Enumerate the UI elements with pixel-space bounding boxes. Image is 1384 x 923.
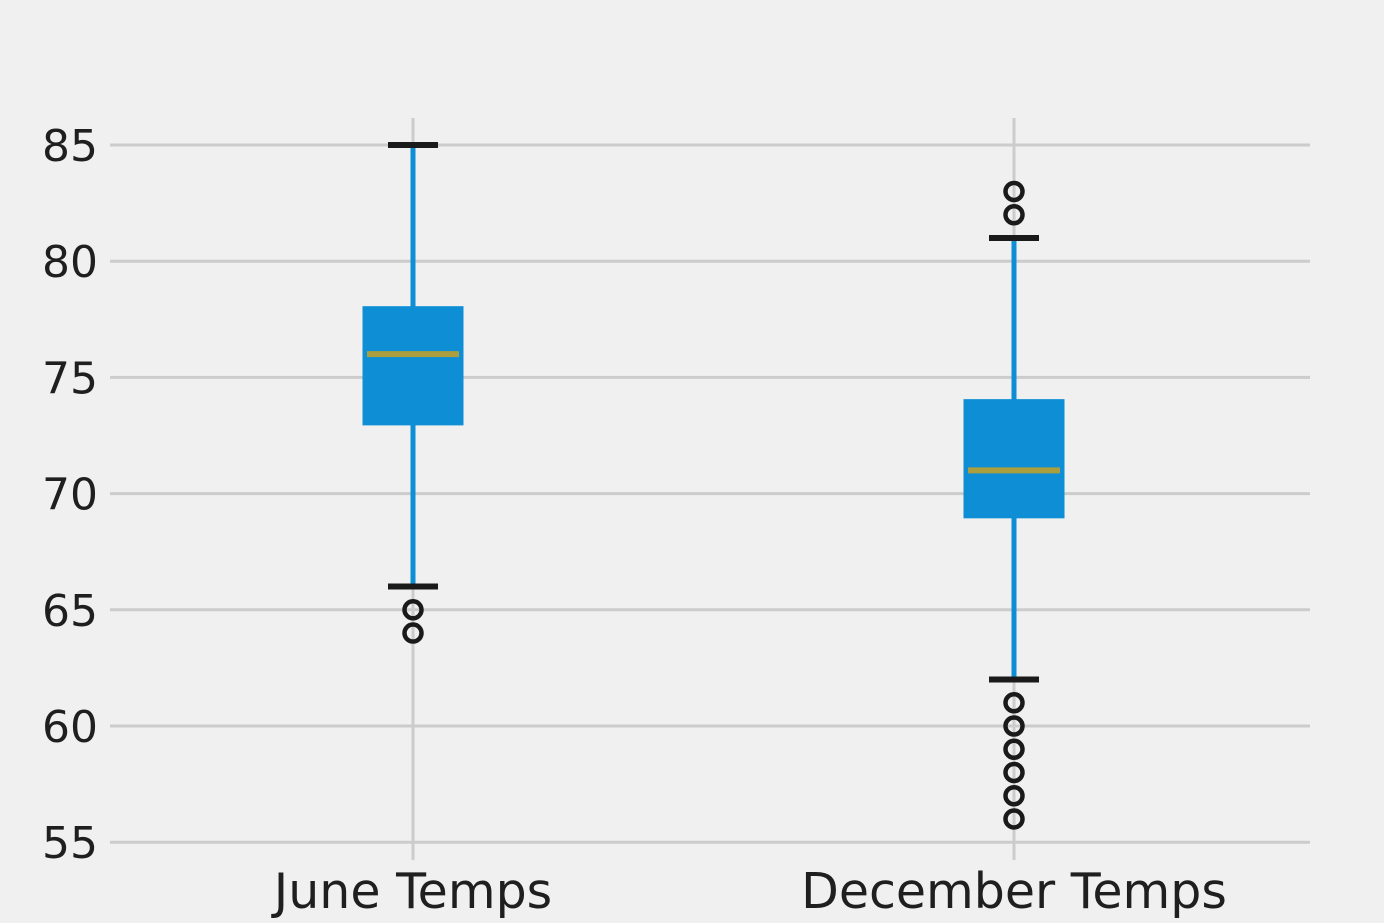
outlier-december-temps-58 xyxy=(1003,761,1025,784)
outlier-december-temps-83 xyxy=(1003,180,1025,203)
ytick-label-80: 80 xyxy=(42,237,98,288)
ytick-label-55: 55 xyxy=(42,818,98,869)
outlier-december-temps-82 xyxy=(1003,203,1025,226)
outlier-december-temps-59 xyxy=(1003,738,1025,760)
xtick-label-december-temps: December Temps xyxy=(801,863,1227,920)
ytick-label-85: 85 xyxy=(42,121,98,172)
box-december-temps xyxy=(963,399,1065,519)
ytick-label-60: 60 xyxy=(42,702,98,753)
outlier-december-temps-60 xyxy=(1003,715,1025,737)
ytick-label-70: 70 xyxy=(42,470,98,521)
xtick-label-june-temps: June Temps xyxy=(271,863,552,920)
outlier-december-temps-56 xyxy=(1003,808,1025,830)
outlier-december-temps-57 xyxy=(1003,784,1025,807)
outlier-december-temps-61 xyxy=(1003,692,1025,714)
ytick-label-75: 75 xyxy=(42,353,98,404)
box-june-temps xyxy=(362,306,464,426)
outlier-june-temps-64 xyxy=(402,622,424,644)
outlier-june-temps-65 xyxy=(402,599,424,621)
ytick-label-65: 65 xyxy=(42,586,98,637)
